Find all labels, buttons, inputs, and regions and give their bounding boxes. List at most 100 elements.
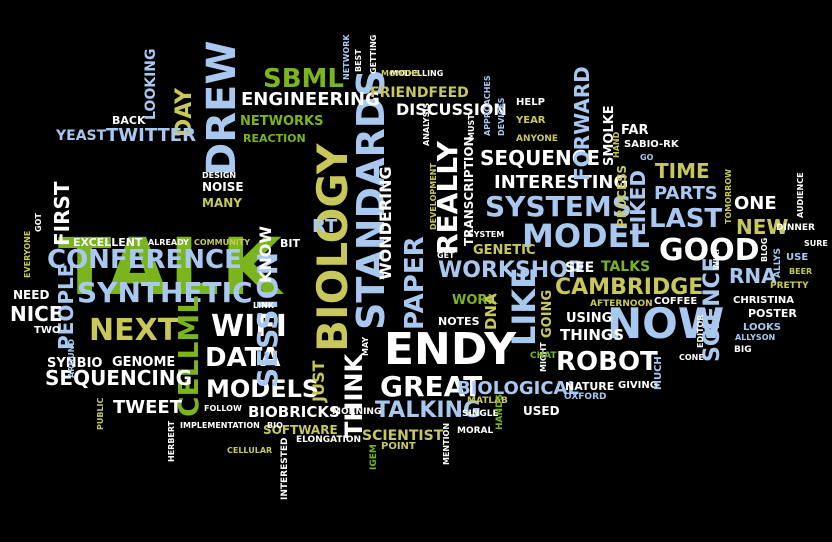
word-liked: LIKED — [626, 170, 650, 236]
word-need: NEED — [13, 288, 50, 302]
word-sequence: SEQUENCE — [480, 146, 601, 170]
word-next: NEXT — [89, 313, 179, 348]
word-networks: NETWORKS — [240, 114, 324, 129]
word-network: NETWORK — [342, 34, 351, 80]
word-giving: GIVING — [618, 380, 658, 391]
word-got: GOT — [34, 213, 43, 232]
word-rna: RNA — [729, 264, 777, 288]
word-friendfeed: FRIENDFEED — [370, 85, 469, 101]
word-link: LINK — [253, 301, 274, 310]
word-paper: PAPER — [400, 236, 430, 330]
word-systems: SYSTEMS — [485, 190, 632, 223]
word-talks: TALKS — [601, 259, 651, 275]
word-christina: CHRISTINA — [733, 295, 794, 306]
word-see: SEE — [565, 260, 595, 276]
word-year: YEAR — [516, 115, 546, 126]
word-blog: BLOG — [760, 237, 769, 262]
word-dna: DNA — [482, 293, 500, 330]
word-tomorrow: TOMORROW — [724, 169, 733, 224]
word-sbml: SBML — [263, 64, 344, 94]
word-pretty: PRETTY — [770, 281, 809, 291]
word-using: USING — [566, 311, 613, 326]
word-interesting: INTERESTING — [494, 172, 629, 193]
word-know: KNOW — [256, 225, 275, 283]
word-sure: SURE — [804, 239, 828, 248]
word-community: COMMUNITY — [194, 238, 251, 247]
word-public: PUBLIC — [96, 397, 105, 430]
word-around: AROUND — [67, 339, 76, 378]
word-single: SINGLE — [462, 409, 499, 419]
word-months: MONTHS — [381, 69, 421, 78]
word-nature: NATURE — [565, 380, 615, 393]
word-synthetic: SYNTHETIC — [77, 276, 253, 309]
word-many: MANY — [202, 196, 242, 210]
word-model: MODEL — [522, 217, 650, 255]
word-poster: POSTER — [748, 307, 797, 320]
word-dinner: DINNER — [776, 223, 815, 233]
word-looking: LOOKING — [143, 48, 159, 121]
word-system: SYSTEM — [468, 230, 505, 239]
word-beer: BEER — [789, 267, 813, 276]
word-robot: ROBOT — [556, 347, 658, 377]
word-afternoon: AFTERNOON — [590, 299, 653, 309]
word-good: GOOD — [659, 233, 760, 268]
word-science: SCIENCE — [700, 257, 725, 362]
word-biological: BIOLOGICAL — [457, 378, 579, 399]
word-chat: CHAT — [530, 351, 557, 361]
word-bio: BIO — [267, 421, 283, 430]
word-point: POINT — [381, 441, 416, 452]
word-wifi: WIFI — [211, 309, 287, 344]
word-matlab: MATLAB — [467, 396, 508, 406]
word-cambridge: CAMBRIDGE — [555, 275, 704, 300]
word-endy: ENDY — [384, 324, 517, 375]
word-far: FAR — [621, 123, 649, 138]
word-wondering: WONDERING — [376, 166, 395, 280]
word-bit: BIT — [280, 237, 300, 250]
word-sequencing: SEQUENCING — [45, 366, 192, 390]
word-genetic: GENETIC — [473, 243, 536, 258]
word-hands: HANDS — [495, 394, 505, 430]
word-software: SOFTWARE — [263, 423, 338, 437]
word-follow: FOLLOW — [204, 404, 242, 413]
word-twitter: TWITTER — [106, 125, 196, 146]
word-must: MUST — [467, 114, 476, 140]
word-anyone: ANYONE — [516, 134, 559, 144]
word-implementation: IMPLEMENTATION — [180, 421, 260, 430]
word-conference: CONFERENCE — [47, 245, 242, 275]
word-notes: NOTES — [438, 315, 480, 328]
word-last: LAST — [649, 204, 723, 234]
word-may: MAY — [361, 336, 370, 356]
word-interested: INTERESTED — [280, 437, 290, 501]
word-drew: DREW — [199, 40, 245, 176]
word-audience: AUDIENCE — [796, 172, 805, 218]
word-two: TWO — [34, 325, 61, 336]
word-sabio_rk: SABIO-RK — [624, 139, 679, 150]
word-go: GO — [640, 153, 654, 162]
word-time: TIME — [655, 159, 710, 183]
word-allys: ALLYS — [773, 247, 783, 278]
word-development: DEVELOPMENT — [429, 163, 438, 230]
word-scientist: SCIENTIST — [362, 428, 444, 444]
word-excellent: EXCELLENT — [73, 236, 143, 249]
word-design: DESIGN — [202, 171, 237, 180]
word-looks: LOOKS — [743, 322, 781, 333]
word-talking: TALKING — [375, 398, 482, 423]
word-devices: DEVICES — [497, 97, 506, 136]
word-think: THINK — [340, 353, 368, 438]
word-first: FIRST — [50, 181, 74, 246]
word-wiki: WIKI — [712, 249, 721, 270]
word-process: PROCESS — [615, 165, 629, 227]
word-synbio: SYNBIO — [47, 356, 103, 371]
word-discussion: DISCUSSION — [396, 100, 507, 119]
word-things: THINGS — [560, 326, 625, 344]
word-forward: FORWARD — [570, 66, 594, 181]
word-reaction: REACTION — [243, 132, 306, 145]
word-now: NOW — [607, 299, 725, 348]
word-noise: NOISE — [202, 180, 244, 194]
word-work: WORK — [452, 293, 498, 308]
word-engineering: ENGINEERING — [241, 89, 380, 110]
word-genome: GENOME — [112, 355, 176, 370]
word-one: ONE — [734, 193, 777, 214]
word-going: GOING — [540, 289, 555, 338]
word-mention: MENTION — [442, 422, 451, 465]
